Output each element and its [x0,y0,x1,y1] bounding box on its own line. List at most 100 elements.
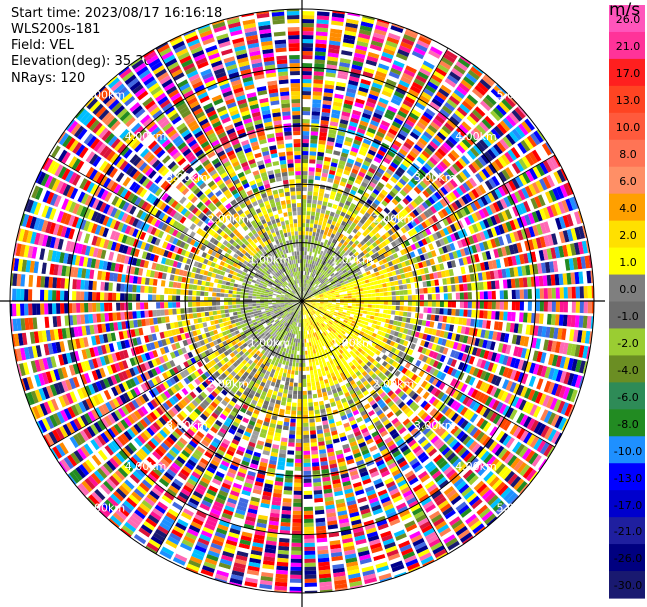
range-gate [229,282,235,287]
range-gate [564,403,573,417]
range-gate [469,426,479,437]
range-gate [524,348,531,360]
colorbar-bin [609,328,645,356]
range-gate [168,309,173,315]
range-gate [196,302,201,307]
range-gate [281,437,288,443]
range-gate [394,370,401,377]
range-gate [489,476,500,488]
range-gate [426,334,432,342]
range-gate [205,316,211,322]
range-gate [367,307,372,312]
range-gate [351,306,356,309]
range-gate [315,302,320,304]
range-gate [297,326,300,331]
range-gate [312,393,318,399]
range-gate [451,308,456,316]
range-gate [304,578,317,583]
range-gate [399,327,405,333]
range-gate [369,327,375,333]
range-gate [512,441,522,453]
range-gate [468,474,479,486]
range-gate [296,414,302,419]
range-gate [56,315,62,327]
range-gate [464,345,471,354]
range-gate [420,400,428,409]
range-gate [513,478,525,491]
range-gate [184,289,189,295]
range-gate [483,372,491,382]
range-gate [315,360,320,366]
range-gate [400,322,406,328]
range-gate [236,301,241,305]
range-gate [152,294,157,301]
range-gate [506,368,514,379]
range-gate [435,380,443,388]
range-gate [323,306,328,309]
range-gate [523,432,533,444]
range-gate [248,293,253,296]
range-gate [398,365,405,372]
range-gate [307,303,312,306]
range-gate [160,280,166,287]
range-gate [304,582,317,587]
range-gate [510,369,517,380]
range-gate [225,281,231,286]
range-gate [290,566,302,571]
range-gate [217,314,222,319]
range-gate [283,486,293,491]
range-gate [303,410,308,415]
range-gate [236,308,241,312]
range-gate [180,308,185,314]
range-gate [424,382,432,391]
range-gate [394,349,400,356]
range-gate [357,359,363,365]
range-gate [366,361,372,367]
range-gate [355,336,361,342]
range-gate [291,366,296,371]
range-gate [497,447,508,459]
range-gate [423,402,431,411]
range-gate [570,315,576,328]
range-gate [295,366,299,371]
range-gate [303,442,310,447]
range-gate [311,303,316,305]
range-gate [282,498,292,503]
range-gate [487,301,492,310]
range-gate [311,302,316,304]
range-gate [487,351,494,361]
range-gate [80,303,85,313]
range-gate [352,334,358,340]
range-gate [232,290,237,295]
range-gate [326,317,331,321]
range-gate [453,402,462,412]
range-gate [52,303,57,315]
range-gate [311,304,316,306]
range-gate [60,303,65,314]
range-gate [516,412,525,424]
range-gate [324,319,329,324]
range-gate [439,354,446,363]
range-gate [461,353,468,362]
range-gate [468,356,476,365]
range-gate [136,311,141,319]
range-gate [152,302,157,309]
range-gate [115,172,125,183]
range-gate [341,330,346,335]
range-gate [168,295,173,301]
range-gate [398,401,406,409]
range-gate [420,380,428,388]
range-gate [427,301,432,307]
range-gate [80,291,85,301]
range-gate [307,382,311,387]
range-gate [281,376,286,382]
range-gate [416,325,422,332]
range-gate [314,373,319,378]
range-gate [156,309,161,317]
range-gate [395,337,401,344]
range-gate [20,288,25,301]
range-gate [531,390,540,403]
colorbar-bin [609,517,645,545]
range-gate [443,301,448,308]
range-gate [28,274,34,287]
